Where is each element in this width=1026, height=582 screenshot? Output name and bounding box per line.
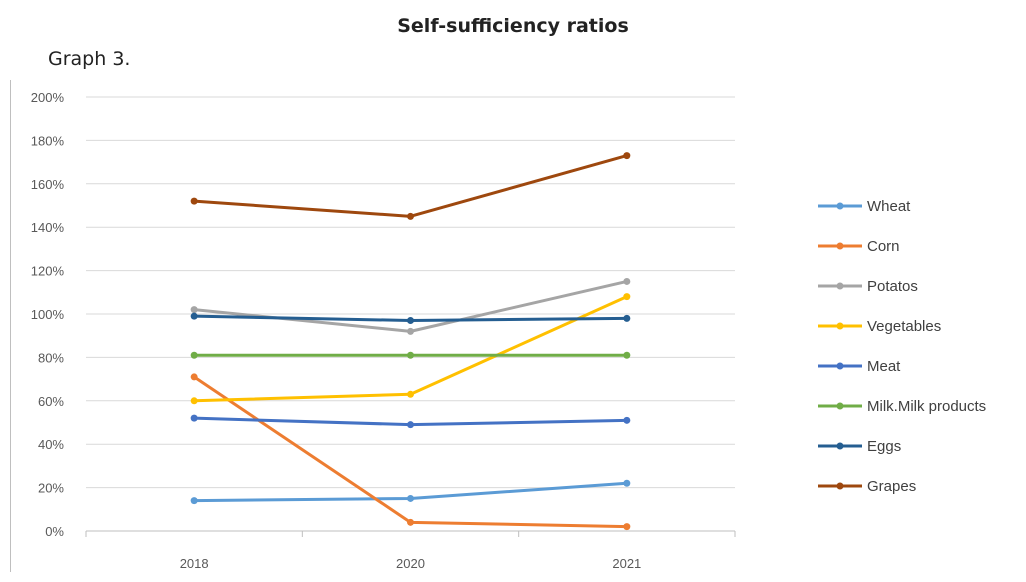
legend-label: Corn (867, 238, 900, 255)
series-line (192, 154, 629, 218)
legend-marker (836, 402, 844, 410)
x-tick-label: 2020 (396, 556, 425, 571)
data-point (190, 351, 198, 359)
series-lines (190, 152, 631, 531)
legend-item: Eggs (818, 438, 901, 455)
data-point (407, 327, 414, 335)
y-tick-label: 200% (31, 90, 65, 105)
y-tick-label: 40% (38, 437, 64, 452)
data-point (623, 523, 631, 531)
x-tick-label: 2021 (612, 556, 641, 571)
x-axis: 2018 2020 2021 (85, 530, 736, 571)
legend-item: Corn (818, 238, 900, 255)
data-point (623, 416, 631, 424)
y-tick-label: 140% (31, 220, 65, 235)
x-tick-label: 2018 (180, 556, 209, 571)
left-border (10, 80, 11, 572)
graph-caption: Graph 3. (48, 48, 131, 70)
legend-marker (836, 242, 844, 250)
legend-marker (836, 282, 844, 290)
series-grapes (190, 152, 631, 220)
data-point (190, 397, 198, 405)
data-point (407, 494, 414, 502)
data-point (407, 390, 414, 398)
data-point (190, 373, 198, 381)
data-point (407, 518, 414, 526)
y-tick-label: 60% (38, 394, 64, 409)
y-tick-label: 160% (31, 177, 65, 192)
legend-label: Vegetables (867, 318, 941, 335)
y-axis-ticks: 0% 20% 40% 60% 80% 100% 120% 140% 160% 180% 200% (31, 90, 65, 539)
data-point (623, 277, 631, 285)
legend: Wheat Corn Potatos Vegetables Meat Milk.Milk … (818, 198, 986, 495)
legend-item: Wheat (818, 198, 911, 215)
gridlines (86, 96, 735, 489)
legend-item: Grapes (818, 478, 916, 495)
legend-label: Eggs (867, 438, 901, 455)
legend-item: Milk.Milk products (818, 398, 986, 415)
y-tick-label: 120% (31, 264, 65, 279)
legend-item: Meat (818, 358, 901, 375)
legend-label: Grapes (867, 478, 916, 495)
data-point (190, 312, 198, 320)
series-corn (190, 373, 631, 531)
data-point (623, 314, 631, 322)
legend-label: Milk.Milk products (867, 398, 986, 415)
series-eggs (190, 312, 631, 325)
y-tick-label: 100% (31, 307, 65, 322)
series-milk-milk-products (190, 351, 631, 359)
legend-label: Wheat (867, 198, 911, 215)
data-point (190, 497, 198, 505)
legend-marker (836, 482, 844, 490)
data-point (623, 293, 631, 301)
data-point (407, 351, 414, 359)
legend-item: Potatos (818, 278, 918, 295)
legend-label: Potatos (867, 278, 918, 295)
chart-title: Self-sufficiency ratios (397, 15, 629, 37)
series-line (192, 295, 629, 403)
data-point (190, 197, 198, 205)
y-tick-label: 80% (38, 350, 64, 365)
data-point (190, 306, 198, 314)
data-point (623, 479, 631, 487)
y-tick-label: 20% (38, 481, 64, 496)
y-tick-label: 180% (31, 133, 65, 148)
legend-label: Meat (867, 358, 901, 375)
data-point (623, 351, 631, 359)
data-point (407, 421, 414, 429)
data-point (623, 152, 631, 160)
series-wheat (190, 479, 631, 505)
data-point (407, 212, 414, 220)
series-meat (190, 414, 631, 429)
legend-marker (836, 202, 844, 210)
data-point (190, 414, 198, 422)
y-tick-label: 0% (45, 524, 64, 539)
legend-marker (836, 362, 844, 370)
legend-marker (836, 442, 844, 450)
data-point (407, 317, 414, 325)
series-vegetables (190, 293, 631, 405)
legend-item: Vegetables (818, 318, 941, 335)
legend-marker (836, 322, 844, 330)
